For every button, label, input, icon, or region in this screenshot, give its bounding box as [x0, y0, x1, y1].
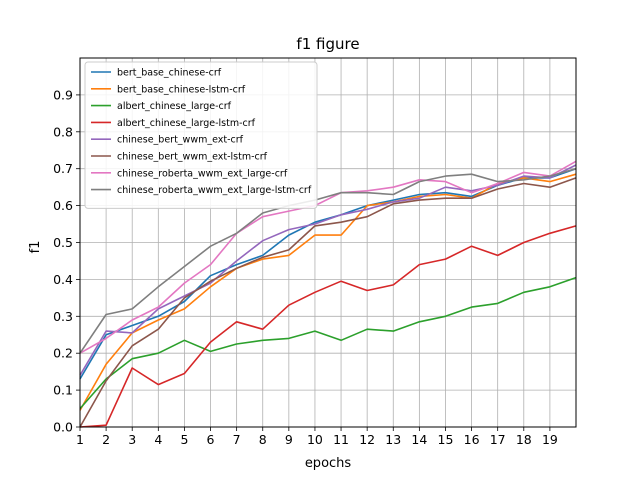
x-tick-label: 9 — [285, 432, 293, 447]
y-tick-label: 0.6 — [53, 198, 73, 213]
legend-entry: bert_base_chinese-lstm-crf — [117, 84, 246, 95]
series-line — [79, 225, 577, 428]
x-tick-label: 17 — [490, 432, 506, 447]
axis-ticks: 1 2 3 4 5 6 7 8 9 10 11 12 13 14 15 16 17 18 190.00.10.20.… — [53, 87, 558, 447]
x-tick-label: 15 — [438, 432, 454, 447]
y-tick-label: 0.2 — [53, 346, 73, 361]
series-line — [79, 164, 577, 376]
y-tick-label: 0.9 — [53, 87, 73, 102]
x-axis-label: epochs — [305, 456, 352, 471]
x-tick-label: 8 — [259, 432, 267, 447]
x-tick-label: 14 — [411, 432, 427, 447]
series-line — [79, 167, 577, 354]
x-tick-label: 3 — [128, 432, 136, 447]
x-tick-label: 5 — [180, 432, 188, 447]
x-tick-label: 1 — [76, 432, 84, 447]
x-tick-label: 13 — [385, 432, 401, 447]
x-tick-label: 10 — [307, 432, 323, 447]
x-tick-label: 7 — [233, 432, 241, 447]
x-tick-label: 4 — [154, 432, 162, 447]
y-tick-label: 0.3 — [53, 309, 73, 324]
legend-box — [84, 61, 318, 209]
y-tick-label: 0.5 — [53, 235, 73, 250]
y-tick-label: 0.1 — [53, 383, 73, 398]
legend: bert_base_chinese-crf bert_base_chinese-l… — [84, 61, 318, 209]
y-tick-label: 0.0 — [53, 420, 73, 435]
y-tick-label: 0.7 — [53, 161, 73, 176]
y-tick-label: 0.4 — [53, 272, 73, 287]
legend-entry: chinese_roberta_wwm_ext_large-lstm-crf — [117, 185, 312, 196]
x-tick-label: 16 — [464, 432, 480, 447]
y-axis-label: f1 — [28, 241, 43, 254]
legend-entry: bert_base_chinese-crf — [117, 68, 222, 79]
legend-entry: albert_chinese_large-lstm-crf — [117, 118, 256, 129]
legend-entry: chinese_bert_wwm_ext-lstm-crf — [117, 152, 268, 163]
series-line — [79, 177, 577, 428]
legend-entry: chinese_roberta_wwm_ext_large-crf — [117, 168, 288, 179]
series-line — [79, 160, 577, 354]
x-tick-label: 19 — [542, 432, 558, 447]
legend-entry: chinese_bert_wwm_ext-crf — [117, 135, 244, 146]
legend-entry: albert_chinese_large-crf — [117, 101, 232, 112]
y-tick-label: 0.8 — [53, 124, 73, 139]
x-tick-label: 12 — [359, 432, 375, 447]
series-lines — [79, 160, 577, 428]
chart-title: f1 figure — [296, 35, 359, 53]
series-line — [79, 167, 577, 380]
x-tick-label: 6 — [207, 432, 215, 447]
x-tick-label: 2 — [102, 432, 110, 447]
x-tick-label: 18 — [516, 432, 532, 447]
series-line — [79, 276, 577, 410]
x-tick-label: 11 — [333, 432, 349, 447]
